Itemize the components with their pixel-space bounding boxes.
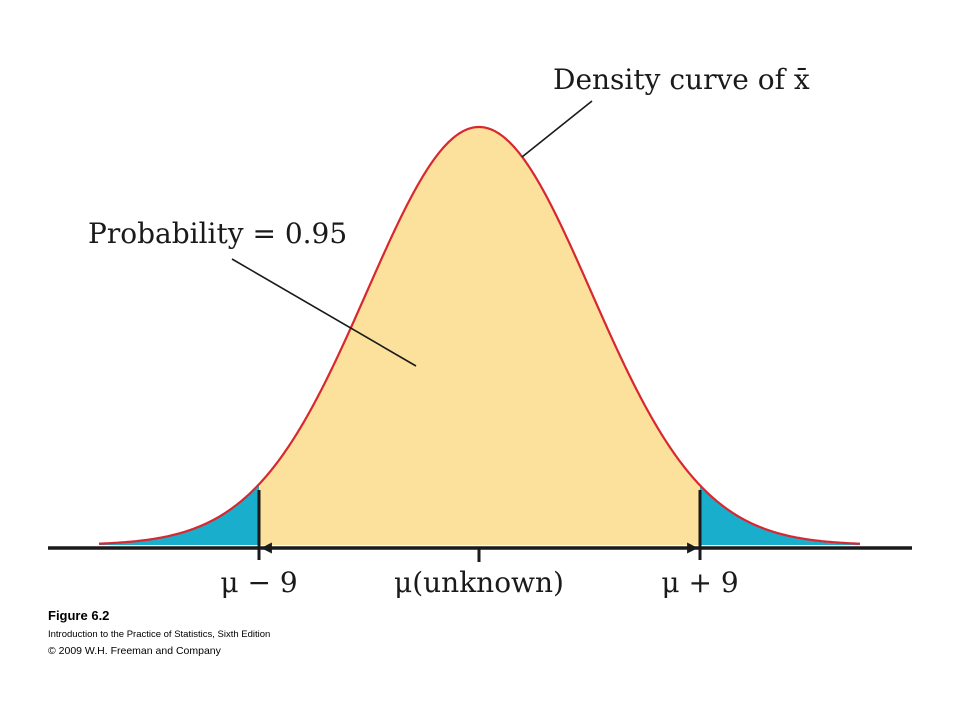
probability-label: Probability = 0.95	[88, 217, 347, 250]
density-curve-leader	[521, 100, 593, 158]
upper-bound-label: μ + 9	[661, 566, 738, 599]
copyright-notice: © 2009 W.H. Freeman and Company	[48, 645, 221, 657]
mean-label: μ(unknown)	[394, 566, 564, 599]
central-probability-region	[259, 127, 700, 545]
probability-leader	[231, 258, 417, 367]
lower-bound-label: μ − 9	[220, 566, 297, 599]
density-curve-label: Density curve of x̄	[553, 63, 810, 96]
left-tail-region	[99, 484, 259, 545]
density-curve	[98, 125, 860, 545]
figure-number: Figure 6.2	[48, 608, 110, 623]
book-title: Introduction to the Practice of Statisti…	[48, 629, 271, 640]
right-tail-region	[700, 485, 860, 545]
